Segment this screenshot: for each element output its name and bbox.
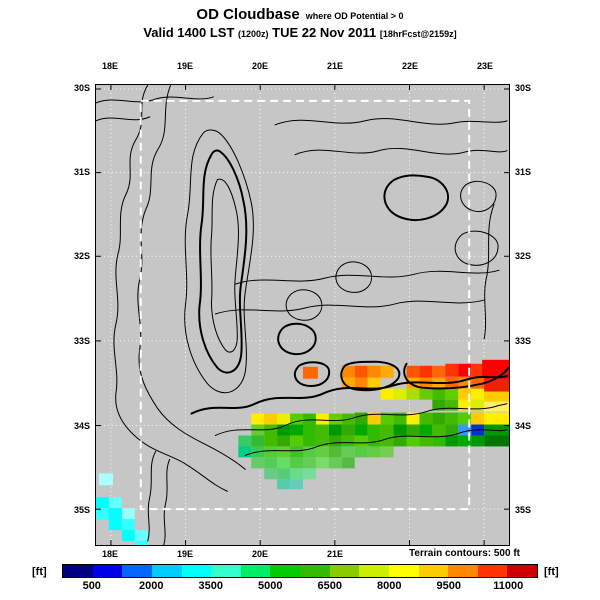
colorbar-tick: 500 [82, 580, 101, 592]
valid-time-line: Valid 1400 LST (1200z) TUE 22 Nov 2011 [… [0, 25, 600, 40]
colorbar-segment [329, 565, 360, 577]
colorbar-tick: 11000 [493, 580, 524, 592]
lon-label-bottom: 21E [326, 549, 344, 559]
colorbar-segment [122, 565, 152, 577]
colorbar-tick: 8000 [377, 580, 402, 592]
terrain-contours-note: Terrain contours: 500 ft [409, 548, 520, 559]
colorbar-segment [448, 565, 478, 577]
lat-label-left: 34S [73, 421, 90, 431]
colorbar-segment [270, 565, 300, 577]
colorbar-segment [300, 565, 330, 577]
colorbar-tick: 3500 [198, 580, 223, 592]
valid-prefix: Valid 1400 LST [143, 25, 235, 40]
colorbar-segment [92, 565, 123, 577]
lat-label-right: 33S [515, 336, 532, 346]
colorbar-tick: 5000 [258, 580, 283, 592]
lon-label-bottom: 19E [176, 549, 194, 559]
lat-label-left: 32S [73, 251, 90, 261]
colorbar-tick: 2000 [139, 580, 164, 592]
unit-label-left: [ft] [32, 566, 47, 578]
colorbar-segment [211, 565, 241, 577]
lon-label-bottom: 20E [251, 549, 269, 559]
colorbar-segment [507, 565, 537, 577]
colorbar-segment [181, 565, 212, 577]
lon-label-top: 23E [476, 61, 494, 71]
map-svg [96, 85, 509, 545]
lon-label-bottom: 18E [101, 549, 119, 559]
lat-label-right: 35S [515, 505, 532, 515]
title-main: OD Cloudbase [196, 6, 300, 23]
colorbar [62, 564, 538, 578]
colorbar-tick: 6500 [317, 580, 342, 592]
unit-label-right: [ft] [544, 566, 559, 578]
lat-label-left: 35S [73, 505, 90, 515]
title-qualifier: where OD Potential > 0 [305, 11, 404, 21]
lat-label-left: 30S [73, 83, 90, 93]
colorbar-segment [240, 565, 271, 577]
colorbar-tick: 9500 [436, 580, 461, 592]
lat-label-left: 31S [73, 167, 90, 177]
valid-zulu-time: (1200z) [238, 29, 269, 39]
valid-date: TUE 22 Nov 2011 [272, 25, 377, 40]
colorbar-segment [477, 565, 508, 577]
lon-label-top: 22E [401, 61, 419, 71]
colorbar-segment [388, 565, 419, 577]
lat-label-right: 32S [515, 251, 532, 261]
colorbar-segment [418, 565, 449, 577]
lon-label-top: 19E [176, 61, 194, 71]
lon-label-top: 20E [251, 61, 269, 71]
lat-label-right: 30S [515, 83, 532, 93]
lat-label-right: 31S [515, 167, 532, 177]
lon-label-top: 18E [101, 61, 119, 71]
lon-label-top: 21E [326, 61, 344, 71]
lat-label-left: 33S [73, 336, 90, 346]
map-canvas [95, 84, 510, 546]
lat-label-right: 34S [515, 421, 532, 431]
colorbar-segment [151, 565, 182, 577]
colorbar-tick-labels: 500 2000 3500 5000 6500 8000 9500 11000 [62, 580, 538, 594]
colorbar-segment [63, 565, 93, 577]
forecast-run-info: [18hrFcst@2159z] [379, 29, 457, 39]
colorbar-segment [359, 565, 389, 577]
chart-title: OD Cloudbase where OD Potential > 0 [0, 6, 600, 23]
